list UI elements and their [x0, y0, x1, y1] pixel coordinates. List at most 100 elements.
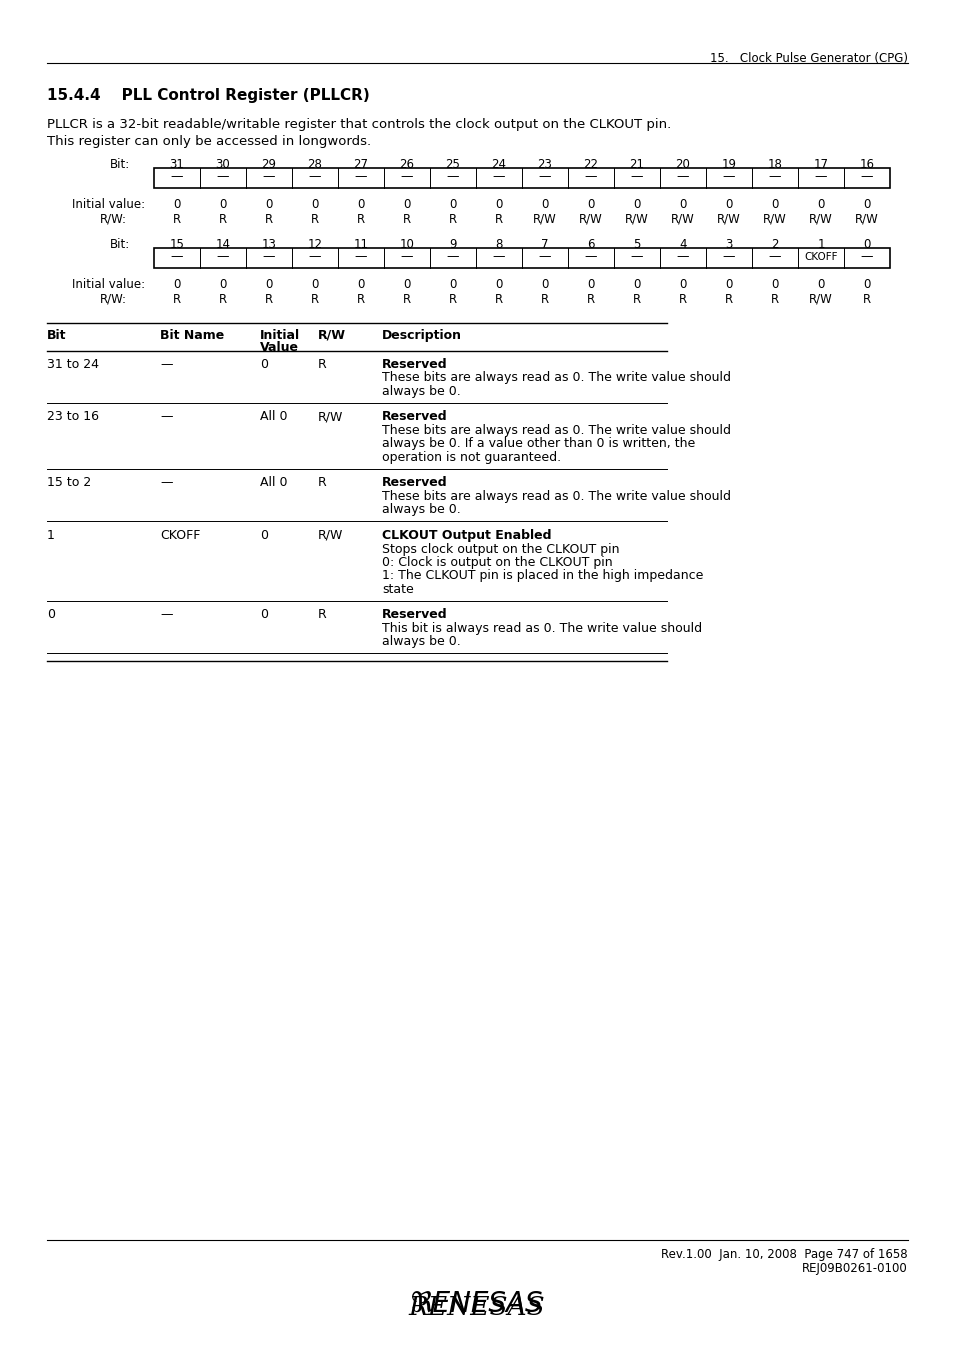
Text: 28: 28	[307, 158, 322, 171]
Text: 0: 0	[219, 278, 227, 292]
Text: —: —	[493, 251, 505, 263]
Text: 29: 29	[261, 158, 276, 171]
Text: All 0: All 0	[260, 477, 287, 490]
Text: 8: 8	[495, 238, 502, 251]
Text: 0: 0	[449, 278, 456, 292]
Text: 0: 0	[724, 198, 732, 211]
Text: 0: 0	[265, 198, 273, 211]
Bar	[153, 248, 889, 269]
Text: 2: 2	[770, 238, 778, 251]
Text: 0: 0	[771, 198, 778, 211]
Text: These bits are always read as 0. The write value should: These bits are always read as 0. The wri…	[381, 490, 730, 504]
Text: Reserved: Reserved	[381, 477, 447, 490]
Text: 24: 24	[491, 158, 506, 171]
Text: 0: 0	[633, 198, 640, 211]
Text: Initial: Initial	[260, 329, 300, 342]
Text: 0: 0	[540, 278, 548, 292]
Text: —: —	[160, 609, 172, 621]
Text: Rev.1.00  Jan. 10, 2008  Page 747 of 1658: Rev.1.00 Jan. 10, 2008 Page 747 of 1658	[660, 1247, 907, 1261]
Text: 11: 11	[354, 238, 368, 251]
Text: R/W: R/W	[717, 213, 740, 225]
Text: 30: 30	[215, 158, 230, 171]
Text: 0: 0	[862, 278, 870, 292]
Text: 21: 21	[629, 158, 644, 171]
Text: 3: 3	[724, 238, 732, 251]
Text: —: —	[309, 170, 321, 184]
Text: 0: 0	[495, 278, 502, 292]
Text: —: —	[584, 251, 597, 263]
Text: 0: 0	[817, 198, 823, 211]
Text: —: —	[400, 170, 413, 184]
Text: —: —	[768, 251, 781, 263]
Text: 22: 22	[583, 158, 598, 171]
Text: always be 0.: always be 0.	[381, 636, 460, 648]
Text: R: R	[495, 293, 502, 306]
Text: R: R	[724, 293, 732, 306]
Text: 13: 13	[261, 238, 276, 251]
Text: 0: 0	[260, 358, 268, 371]
Text: These bits are always read as 0. The write value should: These bits are always read as 0. The wri…	[381, 371, 730, 385]
Text: 0: Clock is output on the CLKOUT pin: 0: Clock is output on the CLKOUT pin	[381, 556, 612, 568]
Text: R/W: R/W	[578, 213, 602, 225]
Text: 6: 6	[587, 238, 594, 251]
Text: always be 0. If a value other than 0 is written, the: always be 0. If a value other than 0 is …	[381, 437, 695, 451]
Text: —: —	[538, 170, 551, 184]
Text: CKOFF: CKOFF	[160, 529, 200, 541]
Text: Description: Description	[381, 329, 461, 342]
Text: R: R	[356, 293, 365, 306]
Text: 0: 0	[587, 278, 594, 292]
Text: R: R	[172, 213, 181, 225]
Text: —: —	[400, 251, 413, 263]
Text: 19: 19	[720, 158, 736, 171]
Text: 0: 0	[679, 198, 686, 211]
Text: 16: 16	[859, 158, 874, 171]
Text: 0: 0	[449, 198, 456, 211]
Text: R: R	[770, 293, 779, 306]
Text: —: —	[584, 170, 597, 184]
Text: —: —	[171, 251, 183, 263]
Text: Value: Value	[260, 342, 298, 354]
Text: 0: 0	[403, 198, 410, 211]
Text: —: —	[722, 251, 735, 263]
Text: R: R	[402, 213, 411, 225]
Text: operation is not guaranteed.: operation is not guaranteed.	[381, 451, 560, 464]
Text: 12: 12	[307, 238, 322, 251]
Text: R: R	[218, 293, 227, 306]
Text: 10: 10	[399, 238, 414, 251]
Text: All 0: All 0	[260, 410, 287, 424]
Text: R/W: R/W	[670, 213, 694, 225]
Text: RENESAS: RENESAS	[408, 1295, 545, 1320]
Text: —: —	[446, 251, 458, 263]
Text: 20: 20	[675, 158, 690, 171]
Text: 0: 0	[219, 198, 227, 211]
Text: 23 to 16: 23 to 16	[47, 410, 99, 424]
Text: —: —	[860, 251, 872, 263]
Text: Reserved: Reserved	[381, 410, 447, 424]
Text: 1: 1	[47, 529, 55, 541]
Text: 0: 0	[260, 529, 268, 541]
Text: These bits are always read as 0. The write value should: These bits are always read as 0. The wri…	[381, 424, 730, 437]
Text: R: R	[402, 293, 411, 306]
Text: R: R	[317, 609, 327, 621]
Text: —: —	[768, 170, 781, 184]
Text: —: —	[160, 410, 172, 424]
Text: R: R	[218, 213, 227, 225]
Text: R: R	[449, 293, 456, 306]
Text: —: —	[216, 251, 229, 263]
Text: 0: 0	[495, 198, 502, 211]
Text: —: —	[355, 170, 367, 184]
Text: R: R	[265, 293, 273, 306]
Text: 0: 0	[540, 198, 548, 211]
Text: R: R	[495, 213, 502, 225]
Text: 0: 0	[862, 198, 870, 211]
Text: Bit: Bit	[47, 329, 67, 342]
Text: —: —	[160, 477, 172, 490]
Text: 0: 0	[173, 278, 180, 292]
Text: —: —	[171, 170, 183, 184]
Text: R/W: R/W	[808, 293, 832, 306]
Text: always be 0.: always be 0.	[381, 504, 460, 517]
Text: Bit Name: Bit Name	[160, 329, 224, 342]
Text: R/W: R/W	[808, 213, 832, 225]
Text: —: —	[446, 170, 458, 184]
Text: 0: 0	[724, 278, 732, 292]
